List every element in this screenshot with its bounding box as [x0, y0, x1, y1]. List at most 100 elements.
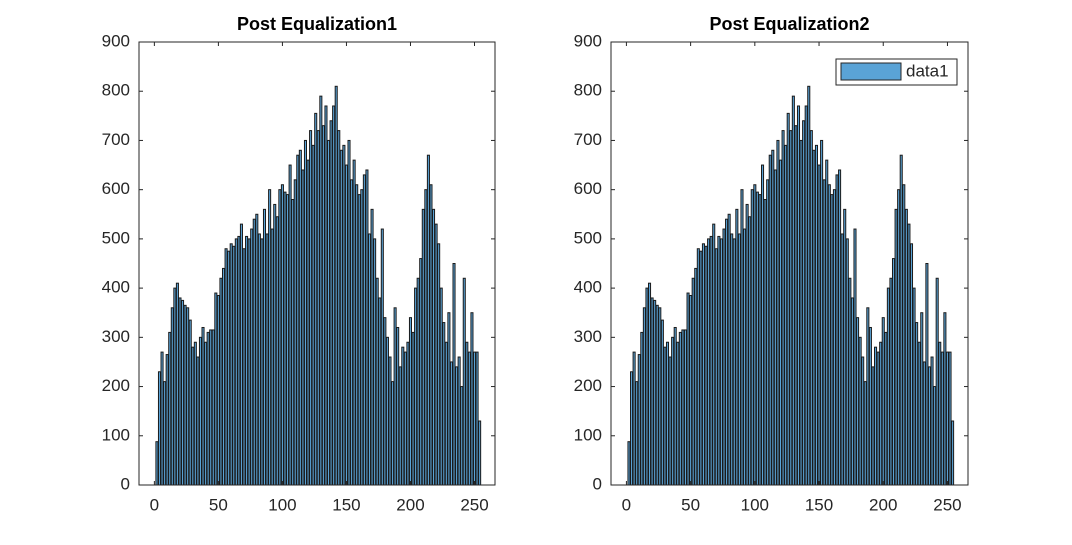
bar [216, 294, 220, 486]
bar [640, 331, 644, 486]
bar [902, 184, 906, 486]
bar [820, 139, 824, 486]
bar [411, 331, 415, 486]
bar [462, 277, 466, 486]
bar [840, 233, 844, 486]
bar [380, 228, 384, 486]
bar [755, 191, 759, 486]
axes-box [138, 41, 496, 486]
bar [943, 312, 947, 486]
bar [781, 130, 785, 486]
bar [227, 250, 231, 486]
y-tick-label: 500 [102, 228, 130, 247]
y-tick-label: 200 [102, 376, 130, 395]
y-tick-label: 600 [102, 179, 130, 198]
bar [838, 169, 842, 486]
bar [807, 85, 811, 486]
bar [391, 381, 395, 486]
bar [632, 351, 636, 486]
bar [444, 341, 448, 486]
bar [419, 258, 423, 486]
bar [475, 351, 479, 486]
bar [951, 420, 955, 486]
bar [426, 154, 430, 486]
chart-title: Post Equalization1 [237, 14, 397, 34]
bar [344, 164, 348, 486]
bar [432, 208, 436, 486]
x-tick-label: 150 [332, 495, 360, 514]
bar [758, 194, 762, 486]
bar [181, 299, 185, 486]
bar [920, 312, 924, 486]
bar [694, 267, 698, 486]
bar [324, 105, 328, 486]
bar [863, 381, 867, 486]
y-tick-label: 700 [574, 130, 602, 149]
bar [314, 112, 318, 486]
bar [853, 228, 857, 486]
bar [691, 277, 695, 486]
bar [447, 312, 451, 486]
y-tick-label: 400 [574, 278, 602, 297]
bar [360, 189, 364, 486]
bar [766, 179, 770, 486]
bar [352, 159, 356, 486]
bar [832, 189, 836, 486]
legend: data1 [835, 58, 958, 86]
bar [280, 184, 284, 486]
bar [925, 263, 929, 486]
bar [396, 326, 400, 486]
bar [465, 341, 469, 486]
bar [737, 233, 741, 486]
bar [268, 189, 272, 486]
bar [814, 144, 818, 486]
bar [673, 326, 677, 486]
bar [930, 356, 934, 486]
bar [188, 319, 192, 486]
bar [768, 154, 772, 486]
axes: Post Equalization10100200300400500600700… [102, 14, 496, 514]
bar [945, 351, 949, 486]
bar [871, 366, 875, 486]
bar [712, 223, 716, 486]
bar [761, 164, 765, 486]
x-tick-label: 0 [150, 495, 159, 514]
bar [856, 317, 860, 486]
bar [234, 238, 238, 486]
bar [173, 287, 177, 486]
bar [373, 238, 377, 486]
bar [948, 351, 952, 486]
bar [467, 351, 471, 486]
bar [257, 233, 261, 486]
y-tick-label: 900 [102, 31, 130, 50]
bar [938, 341, 942, 486]
bar [365, 169, 369, 486]
bar [283, 191, 287, 486]
bar [178, 297, 182, 486]
bar [265, 233, 269, 486]
bar [219, 277, 223, 486]
bar [743, 228, 747, 486]
bar [927, 366, 932, 486]
bar [794, 125, 798, 486]
bar [665, 341, 670, 486]
bar [408, 317, 413, 486]
bar [165, 354, 169, 486]
bar [334, 85, 338, 486]
bar [378, 297, 382, 486]
bar [635, 381, 639, 486]
axes: Post Equalization20100200300400500600700… [574, 14, 969, 514]
x-tick-label: 250 [933, 495, 961, 514]
bar [876, 351, 880, 486]
bar [286, 194, 290, 486]
bar [722, 228, 726, 486]
y-tick-label: 800 [574, 81, 602, 100]
y-tick-label: 800 [102, 81, 130, 100]
x-tick-label: 200 [396, 495, 424, 514]
bar [155, 441, 159, 486]
bar [802, 120, 806, 486]
bar [311, 144, 315, 486]
bar [170, 307, 174, 486]
y-tick-label: 200 [574, 376, 602, 395]
bar [375, 277, 379, 486]
